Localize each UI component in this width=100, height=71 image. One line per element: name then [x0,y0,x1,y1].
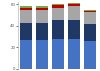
Bar [68,20,80,39]
Bar [20,40,32,69]
Bar [20,10,32,23]
Bar [84,10,96,11]
Bar [84,11,96,12]
Bar [84,12,96,24]
Bar [20,6,32,8]
Bar [68,39,80,69]
Bar [52,4,64,5]
Bar [20,8,32,10]
Bar [68,6,80,20]
Bar [68,3,80,4]
Bar [84,41,96,69]
Bar [36,23,48,40]
Bar [84,24,96,41]
Bar [20,23,32,40]
Bar [36,8,48,10]
Bar [52,20,64,39]
Bar [36,40,48,69]
Bar [36,6,48,8]
Bar [36,10,48,23]
Bar [68,4,80,6]
Bar [52,5,64,8]
Bar [52,8,64,20]
Bar [52,39,64,69]
